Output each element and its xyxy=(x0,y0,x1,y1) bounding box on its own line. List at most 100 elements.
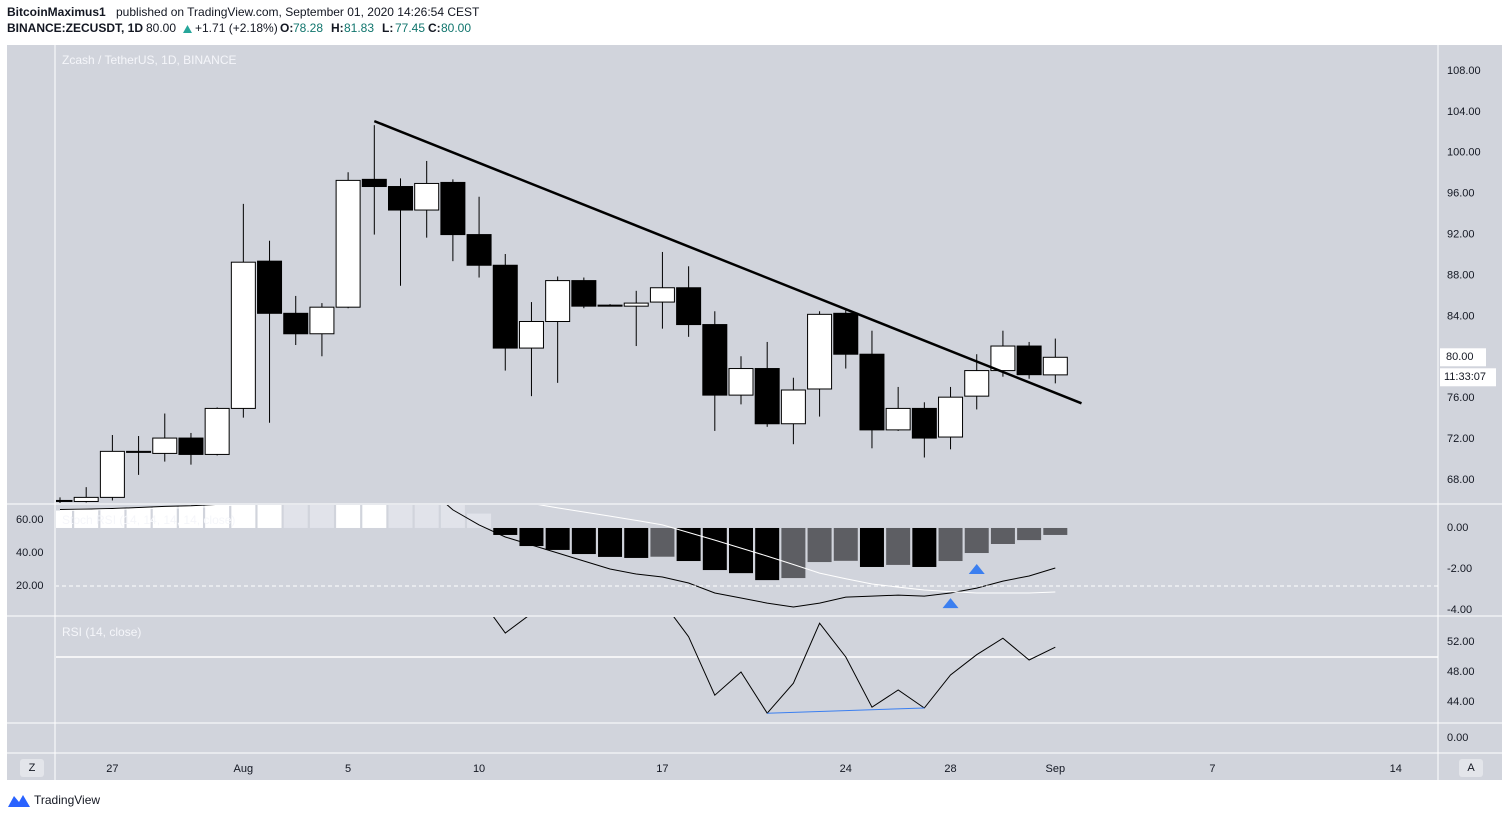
y-tick-label: 108.00 xyxy=(1447,65,1481,77)
indicator-line xyxy=(59,505,1056,608)
x-tick-label: Aug xyxy=(234,763,254,775)
histogram-bar xyxy=(493,527,518,535)
candle-body xyxy=(230,261,256,409)
candle-body xyxy=(99,450,125,498)
y2-tick-label: 60.00 xyxy=(16,514,44,526)
tradingview-logo xyxy=(8,795,30,807)
histogram-bar xyxy=(467,513,492,528)
x-tick-label: 10 xyxy=(473,763,485,775)
candle-body xyxy=(702,324,728,396)
histogram-bar xyxy=(126,507,151,528)
countdown-box xyxy=(1440,368,1496,387)
histogram-bar xyxy=(440,505,465,528)
histogram-bar xyxy=(257,505,282,528)
signal-marker xyxy=(942,598,959,609)
ohlc-value: 78.28 xyxy=(293,21,323,35)
histogram-bar xyxy=(283,505,308,528)
candle-body xyxy=(780,389,806,425)
y-tick-label: 72.00 xyxy=(1447,433,1475,445)
candle-body xyxy=(649,287,675,303)
signal-marker xyxy=(968,564,985,575)
candle-body xyxy=(283,312,309,335)
y-tick-label: 0.00 xyxy=(1447,522,1468,534)
y-tick-label: 48.00 xyxy=(1447,666,1475,678)
histogram-bar xyxy=(388,505,413,528)
candle-body xyxy=(807,313,833,390)
y-tick-label: -4.00 xyxy=(1447,604,1472,616)
candle-body xyxy=(204,407,230,455)
histogram-bar xyxy=(231,505,256,528)
candle-body xyxy=(859,353,885,431)
histogram-bar xyxy=(624,527,649,558)
published: published on TradingView.com, September … xyxy=(116,5,480,19)
candle-body xyxy=(833,312,859,355)
ohlc-label: L: xyxy=(382,21,393,35)
a-button-label[interactable]: A xyxy=(1467,762,1475,774)
candle-body xyxy=(466,234,492,266)
histogram-bar xyxy=(336,505,361,528)
y-tick-label: 52.00 xyxy=(1447,636,1475,648)
candle-body xyxy=(1042,356,1068,376)
candle-body xyxy=(152,437,178,454)
histogram-bar xyxy=(859,527,884,567)
ohlc-value: 77.45 xyxy=(395,21,425,35)
histogram-bar xyxy=(571,527,596,555)
z-button[interactable] xyxy=(20,759,44,777)
y-tick-label: 92.00 xyxy=(1447,228,1475,240)
candle-body xyxy=(361,178,387,188)
y-tick-label: 88.00 xyxy=(1447,269,1475,281)
pane xyxy=(56,617,1438,715)
histogram-bar xyxy=(833,527,858,561)
histogram-bar xyxy=(807,527,832,563)
y-tick-label: 44.00 xyxy=(1447,696,1475,708)
brand: TradingView xyxy=(34,793,100,807)
candle-body xyxy=(911,407,937,439)
author: BitcoinMaximus1 xyxy=(7,5,106,19)
ohlc-label: C: xyxy=(428,21,441,35)
y-tick-label: 0.00 xyxy=(1447,732,1468,744)
candle-body xyxy=(309,306,335,335)
histogram-bar xyxy=(938,527,963,562)
candle-body xyxy=(335,179,361,308)
y-tick-label: 96.00 xyxy=(1447,188,1475,200)
candle-body xyxy=(492,264,518,349)
x-tick-label: 24 xyxy=(840,763,852,775)
up-arrow-icon xyxy=(183,25,192,33)
candle-body xyxy=(518,320,544,349)
y-tick-label: 76.00 xyxy=(1447,392,1475,404)
histogram-bar xyxy=(414,505,439,528)
x-tick-label: 14 xyxy=(1390,763,1402,775)
countdown: 11:33:07 xyxy=(1444,371,1486,383)
x-tick-label: 7 xyxy=(1209,763,1215,775)
chart-background xyxy=(7,45,1502,780)
candle-body xyxy=(257,260,283,314)
histogram-bar xyxy=(309,505,334,528)
divergence-line xyxy=(767,707,925,714)
histogram-bar xyxy=(1043,527,1068,535)
pane-title: Stoch RSI (14, 14, 14, 14, close) xyxy=(62,513,235,527)
y2-tick-label: 20.00 xyxy=(16,580,44,592)
candle-body xyxy=(73,496,99,502)
z-button-label[interactable]: Z xyxy=(29,762,36,774)
ohlc-value: 80.00 xyxy=(441,21,471,35)
candle-body xyxy=(964,370,990,397)
histogram-bar xyxy=(178,505,203,528)
histogram-bar xyxy=(100,508,125,528)
y-tick-label: 68.00 xyxy=(1447,474,1475,486)
x-tick-label: 17 xyxy=(656,763,668,775)
price-change: +1.71 (+2.18%) xyxy=(195,21,278,35)
candle-body xyxy=(728,368,754,396)
x-tick-label: 27 xyxy=(106,763,118,775)
candle-body xyxy=(676,287,702,326)
ohlc-value: 81.83 xyxy=(344,21,374,35)
candle-body xyxy=(178,437,204,455)
candle-body xyxy=(990,345,1016,372)
histogram-bar xyxy=(912,527,937,567)
a-button[interactable] xyxy=(1459,759,1483,777)
candle-body xyxy=(388,186,413,211)
histogram-bar xyxy=(702,527,727,571)
candle-body xyxy=(545,280,571,322)
histogram-bar xyxy=(152,506,177,528)
